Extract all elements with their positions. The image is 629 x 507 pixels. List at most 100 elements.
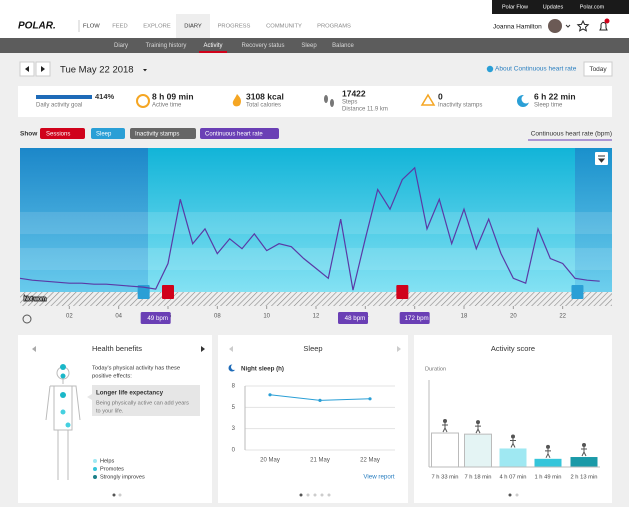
activity-icon-body [581,447,587,457]
caret[interactable] [565,24,571,28]
x-tick-label: 12 [313,314,320,320]
steps-icon [324,95,328,103]
nav-item[interactable]: FEED [112,24,127,30]
summary-label: Inactivity stamps [438,103,482,109]
legend-label: Helps [100,458,115,464]
level-band [20,248,612,270]
sleep-chart-title: Night sleep (h) [241,366,284,373]
activity-bar [534,458,562,467]
subnav-item[interactable]: Sleep [301,43,317,49]
top-link[interactable]: Polar Flow [502,4,528,10]
panel [218,335,408,503]
heart-rate-line [19,166,600,291]
top-link[interactable]: Updates [543,4,564,10]
date-caret[interactable] [143,69,147,72]
pager-dot[interactable] [313,493,317,497]
bpm-marker [338,312,368,324]
night-bg [575,148,612,292]
subnav-item[interactable]: Balance [332,43,354,49]
today-button[interactable] [583,61,613,77]
subnav [0,38,629,53]
x-tick-label: 08 [214,314,221,320]
sleep-point [318,398,322,402]
activity-axis-label: Duration [425,366,446,372]
summary-value: 6 h 22 min [534,91,576,101]
activity-icon-body [475,424,481,434]
summary-label: Daily activity goal [36,103,82,109]
subnav-item[interactable]: Activity [203,43,222,49]
x-tick-label: 04 [115,314,122,320]
view-report[interactable]: View report [363,474,394,481]
nav-item[interactable]: DIARY [184,24,202,30]
x-tick-label: 22 May [360,458,380,464]
legend-label: Strongly improves [100,474,145,480]
activity-bar [499,448,527,467]
summary-label: Sleep time [534,103,563,109]
pager-dot[interactable] [112,493,116,497]
summary-value: 0 [438,91,443,101]
next-panel[interactable] [397,346,401,352]
pager-dot[interactable] [299,493,303,497]
show-label: Show [20,131,38,138]
info-icon [486,65,494,73]
goal-bar [36,95,92,99]
sleep-point [368,397,372,401]
date[interactable]: Tue May 22 2018 [60,65,134,76]
top-link[interactable]: Polar.com [580,4,605,10]
pager-dot[interactable] [306,493,310,497]
about-link[interactable]: About Continuous heart rate [495,66,577,73]
x-tick-label: 20 [510,314,517,320]
filter-sessions[interactable] [40,128,85,139]
summary-detail: Distance 11.9 km [342,107,388,113]
filter-sleep[interactable] [91,128,125,139]
subnav-item[interactable]: Recovery status [241,43,284,49]
filter-label: Sleep [96,132,112,138]
session-marker [162,285,174,299]
benefit-pointer [87,394,92,400]
bpm-label: 172 bpm [405,315,429,322]
pager-dot[interactable] [320,493,324,497]
x-tick-label: 22 [559,314,566,320]
subnav-item[interactable]: Training history [146,43,187,49]
pager-dot[interactable] [515,493,519,497]
nav-item[interactable]: EXPLORE [143,24,171,30]
nav-item[interactable]: COMMUNITY [266,24,302,30]
benefit-text: to your life. [96,408,124,414]
panel-title: Health benefits [92,344,142,353]
heart-rate-chart: Not worn [19,148,612,306]
pager-dot[interactable] [118,493,122,497]
filter-inactivity[interactable] [130,128,196,139]
pager-dot[interactable] [508,493,512,497]
activity-icon-head [443,419,447,424]
not-worn-label: Not worn [24,296,46,302]
filter-heart-rate[interactable] [200,128,279,139]
chart-selector[interactable]: Continuous heart rate (bpm) [531,131,612,138]
sleep-point [268,393,272,397]
subnav-item[interactable]: Diary [114,43,128,49]
subnav-active [199,51,227,53]
x-tick-label: 02 [66,314,73,320]
user-name[interactable]: Joanna Hamilton [493,24,542,31]
duration-label: 4 h 07 min [499,475,526,481]
y-tick-label: 3 [232,426,236,432]
summary-label: Total calories [246,103,281,109]
nav-item[interactable]: PROGRAMS [317,24,351,30]
pager [112,493,519,497]
duration-label: 1 h 49 min [534,475,561,481]
prev-panel[interactable] [229,346,233,352]
prev-panel[interactable] [32,346,36,352]
moon-icon [231,364,237,370]
filter-label: Inactivity stamps [135,132,179,138]
pager-dot[interactable] [327,493,331,497]
badge [604,18,610,24]
star-icon[interactable] [576,19,590,32]
avatar[interactable] [548,19,562,33]
next-panel[interactable] [201,346,205,352]
nav-item[interactable]: PROGRESS [218,24,251,30]
logo[interactable]: POLAR. [18,21,56,32]
sleep-icon [521,94,531,104]
sleep-marker [137,285,150,299]
benefit-box [92,385,200,416]
benefit-dot [60,364,66,370]
bell-icon[interactable] [599,22,608,31]
